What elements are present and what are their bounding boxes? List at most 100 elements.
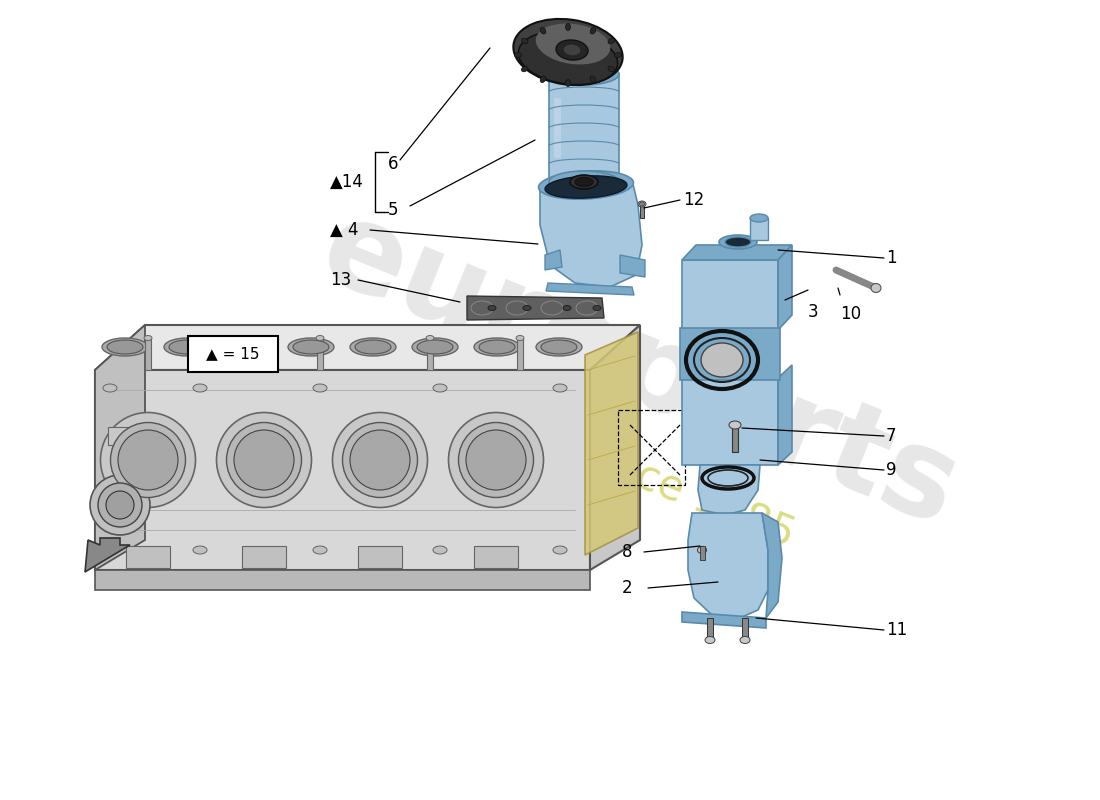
Ellipse shape — [90, 475, 150, 535]
Ellipse shape — [288, 338, 334, 356]
Ellipse shape — [729, 421, 741, 429]
Text: 8: 8 — [621, 543, 632, 561]
Polygon shape — [85, 538, 130, 572]
Polygon shape — [546, 283, 634, 295]
Ellipse shape — [192, 546, 207, 554]
Polygon shape — [762, 513, 782, 618]
Ellipse shape — [563, 306, 571, 310]
Text: 10: 10 — [840, 305, 861, 323]
Bar — [742, 618, 748, 640]
Polygon shape — [778, 245, 792, 330]
Ellipse shape — [107, 340, 143, 354]
Text: 5: 5 — [388, 201, 398, 219]
Polygon shape — [95, 325, 640, 370]
Ellipse shape — [516, 335, 524, 341]
Ellipse shape — [192, 384, 207, 392]
Ellipse shape — [98, 483, 142, 527]
Ellipse shape — [514, 19, 623, 85]
Ellipse shape — [226, 338, 272, 356]
Ellipse shape — [549, 171, 619, 193]
Ellipse shape — [539, 170, 634, 199]
Ellipse shape — [719, 235, 757, 249]
Ellipse shape — [293, 340, 329, 354]
Ellipse shape — [705, 637, 715, 643]
Polygon shape — [698, 465, 760, 515]
Ellipse shape — [536, 338, 582, 356]
Bar — [517, 338, 522, 370]
Text: 11: 11 — [886, 621, 907, 639]
Ellipse shape — [234, 430, 294, 490]
Ellipse shape — [556, 40, 588, 60]
Ellipse shape — [103, 384, 117, 392]
Polygon shape — [680, 328, 780, 380]
Ellipse shape — [638, 201, 646, 207]
Ellipse shape — [466, 430, 526, 490]
FancyBboxPatch shape — [188, 336, 278, 372]
Ellipse shape — [740, 637, 750, 643]
Ellipse shape — [342, 422, 418, 498]
Ellipse shape — [100, 413, 196, 507]
Ellipse shape — [593, 306, 601, 310]
Ellipse shape — [541, 340, 578, 354]
Ellipse shape — [118, 430, 178, 490]
Ellipse shape — [522, 306, 531, 310]
Ellipse shape — [102, 338, 148, 356]
Ellipse shape — [608, 66, 615, 72]
Ellipse shape — [314, 546, 327, 554]
Polygon shape — [778, 365, 792, 465]
Ellipse shape — [231, 340, 267, 354]
Ellipse shape — [433, 384, 447, 392]
Polygon shape — [95, 570, 590, 590]
Text: ▲ = 15: ▲ = 15 — [207, 346, 260, 362]
Bar — [126, 546, 170, 568]
Ellipse shape — [553, 384, 566, 392]
Polygon shape — [95, 370, 590, 570]
Ellipse shape — [697, 546, 706, 554]
Bar — [707, 618, 713, 640]
Polygon shape — [682, 612, 766, 628]
Bar — [358, 546, 402, 568]
Ellipse shape — [521, 66, 528, 72]
Ellipse shape — [426, 335, 434, 341]
Ellipse shape — [488, 306, 496, 310]
Ellipse shape — [639, 202, 645, 206]
Ellipse shape — [549, 63, 619, 85]
Polygon shape — [544, 250, 562, 270]
Bar — [108, 427, 133, 445]
Text: 2: 2 — [621, 579, 632, 597]
Ellipse shape — [169, 340, 205, 354]
Polygon shape — [540, 180, 642, 287]
Ellipse shape — [725, 237, 751, 247]
Ellipse shape — [591, 76, 596, 82]
Ellipse shape — [350, 338, 396, 356]
Ellipse shape — [449, 413, 543, 507]
Polygon shape — [585, 332, 638, 555]
Polygon shape — [95, 325, 145, 570]
Ellipse shape — [575, 178, 593, 186]
Ellipse shape — [615, 53, 622, 58]
Bar — [242, 546, 286, 568]
Bar — [145, 338, 151, 370]
Ellipse shape — [565, 79, 571, 86]
Ellipse shape — [518, 31, 617, 85]
Ellipse shape — [106, 491, 134, 519]
Ellipse shape — [417, 340, 453, 354]
Text: 3: 3 — [808, 303, 818, 321]
Text: 9: 9 — [886, 461, 896, 479]
Ellipse shape — [350, 430, 410, 490]
Text: europarts: europarts — [305, 190, 975, 550]
Polygon shape — [590, 325, 640, 570]
Ellipse shape — [570, 175, 598, 189]
Bar — [474, 546, 518, 568]
Bar — [317, 338, 323, 370]
Ellipse shape — [332, 413, 428, 507]
Bar — [750, 218, 768, 240]
Ellipse shape — [433, 546, 447, 554]
Ellipse shape — [563, 44, 581, 56]
Ellipse shape — [164, 338, 210, 356]
Ellipse shape — [750, 214, 768, 222]
Ellipse shape — [355, 340, 390, 354]
Ellipse shape — [412, 338, 458, 356]
Ellipse shape — [217, 413, 311, 507]
Ellipse shape — [515, 53, 521, 58]
